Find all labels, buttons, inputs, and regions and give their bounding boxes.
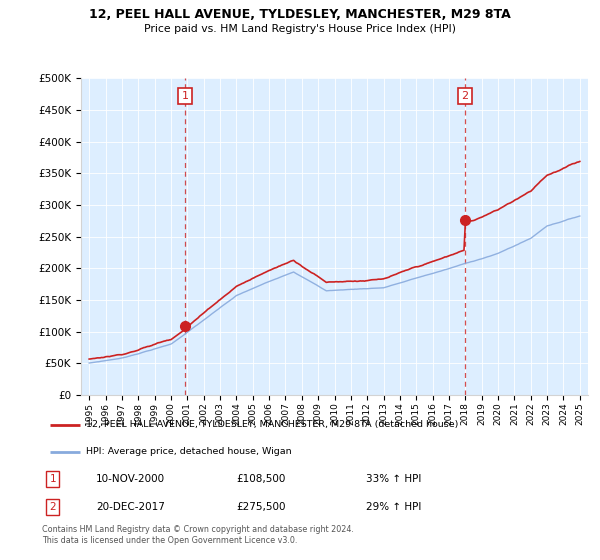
Text: 20-DEC-2017: 20-DEC-2017 xyxy=(96,502,165,512)
Text: 2: 2 xyxy=(49,502,56,512)
Text: 2: 2 xyxy=(461,91,469,101)
Text: 33% ↑ HPI: 33% ↑ HPI xyxy=(366,474,421,484)
Text: 29% ↑ HPI: 29% ↑ HPI xyxy=(366,502,421,512)
Text: 10-NOV-2000: 10-NOV-2000 xyxy=(96,474,165,484)
Text: Price paid vs. HM Land Registry's House Price Index (HPI): Price paid vs. HM Land Registry's House … xyxy=(144,24,456,34)
Text: Contains HM Land Registry data © Crown copyright and database right 2024.
This d: Contains HM Land Registry data © Crown c… xyxy=(42,525,354,545)
Text: £108,500: £108,500 xyxy=(236,474,286,484)
Text: 1: 1 xyxy=(182,91,188,101)
Text: £275,500: £275,500 xyxy=(236,502,286,512)
Text: 12, PEEL HALL AVENUE, TYLDESLEY, MANCHESTER, M29 8TA (detached house): 12, PEEL HALL AVENUE, TYLDESLEY, MANCHES… xyxy=(86,421,458,430)
Text: 1: 1 xyxy=(49,474,56,484)
Text: HPI: Average price, detached house, Wigan: HPI: Average price, detached house, Wiga… xyxy=(86,447,292,456)
Text: 12, PEEL HALL AVENUE, TYLDESLEY, MANCHESTER, M29 8TA: 12, PEEL HALL AVENUE, TYLDESLEY, MANCHES… xyxy=(89,8,511,21)
